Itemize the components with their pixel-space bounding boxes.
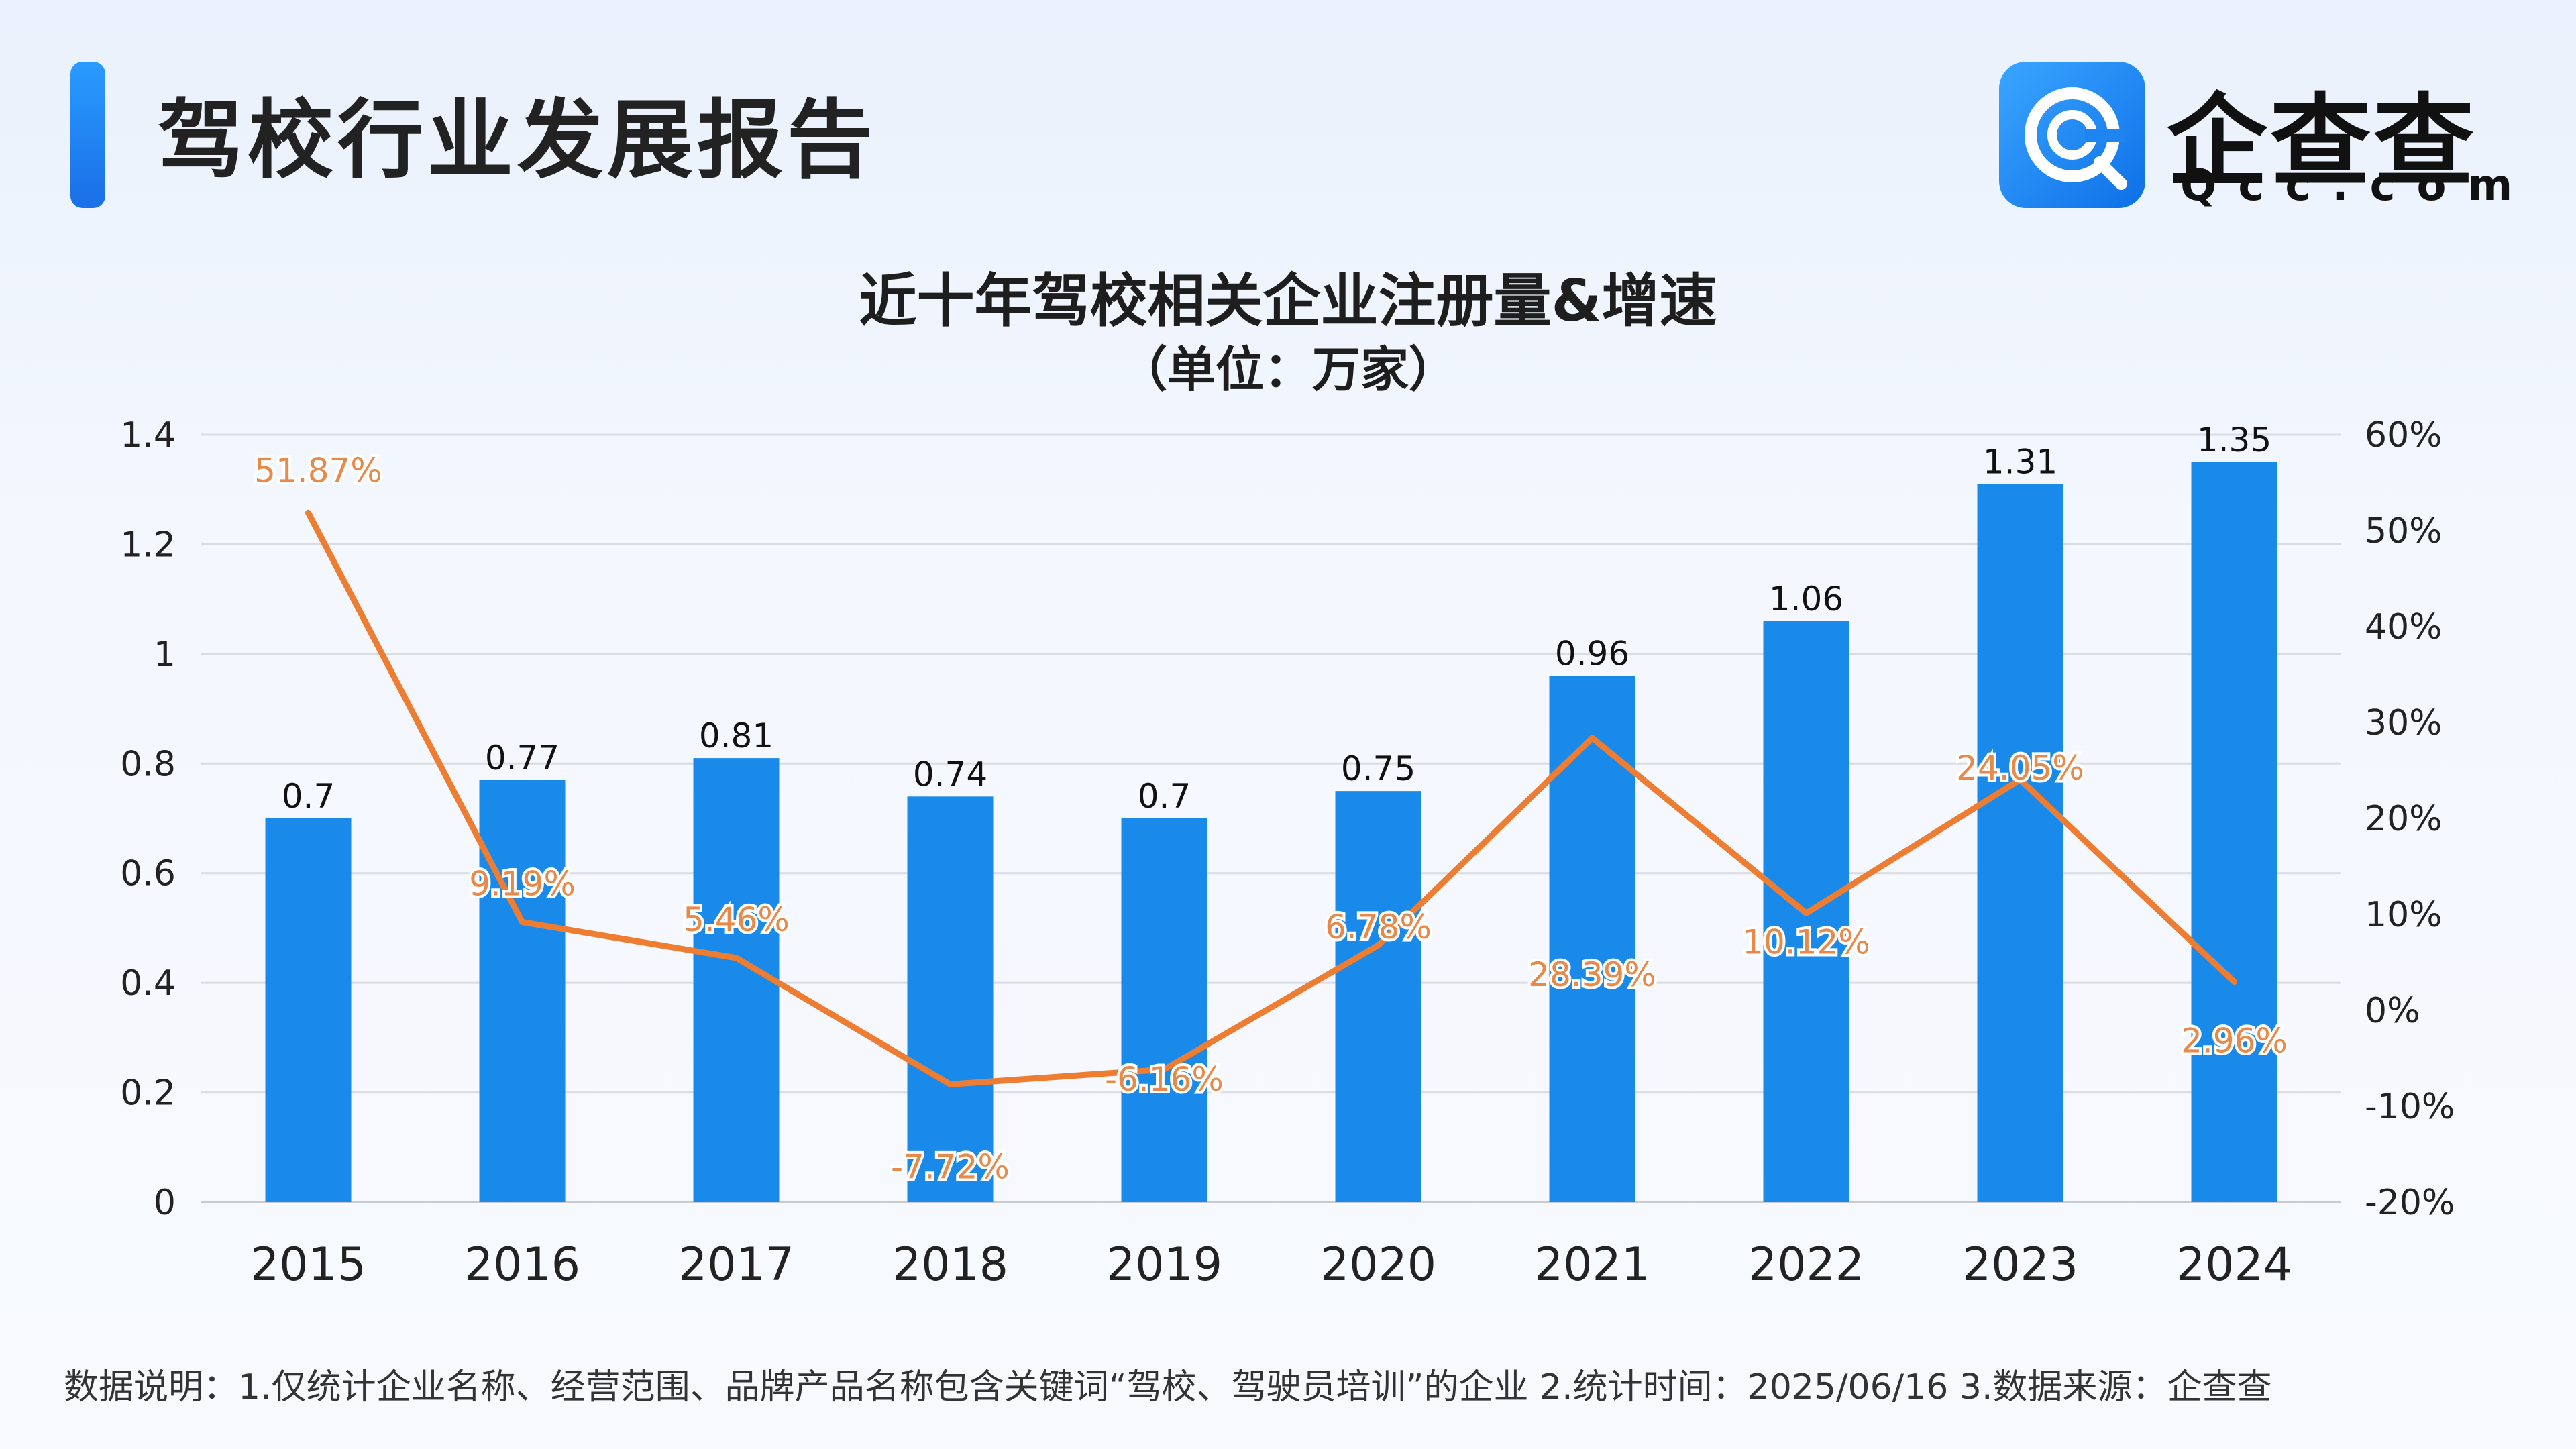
growth-value-label: 9.19% (469, 865, 576, 904)
y-right-tick-label: 50% (2365, 511, 2443, 551)
logo-domain: Qcc.com (2180, 161, 2534, 211)
growth-value-label: 2.96% (2181, 1022, 2288, 1061)
y-left-tick-label: 0 (154, 1183, 176, 1223)
x-tick-label: 2021 (1534, 1238, 1650, 1291)
y-left-tick-label: 0.2 (120, 1073, 176, 1114)
growth-value-label: 6.78% (1325, 908, 1432, 947)
y-left-tick-label: 1 (154, 635, 176, 675)
x-tick-label: 2022 (1748, 1238, 1864, 1291)
qcc-logo-icon (1999, 62, 2145, 208)
logo-name: 企查查 (2167, 84, 2477, 201)
bar-value-label: 1.06 (1769, 580, 1843, 619)
bar (2191, 462, 2277, 1202)
growth-value-label: -6.16% (1105, 1060, 1224, 1099)
y-right-tick-label: 20% (2365, 799, 2443, 839)
y-right-tick-label: 0% (2365, 991, 2420, 1031)
y-left-tick-label: 0.8 (120, 744, 176, 784)
y-right-tick-label: -10% (2365, 1087, 2455, 1127)
growth-line (305, 509, 2237, 1087)
x-tick-label: 2024 (2176, 1238, 2292, 1291)
bar-value-label: 1.35 (2197, 421, 2271, 460)
bar-value-label: 0.7 (282, 777, 335, 816)
bar-value-label: 1.31 (1983, 443, 2057, 482)
bar (907, 796, 994, 1202)
bar-value-label: 0.77 (485, 739, 559, 777)
bar (1977, 484, 2063, 1202)
bar-value-label: 0.74 (913, 755, 987, 794)
title-accent-bar (70, 62, 105, 208)
bar-value-label: 0.7 (1138, 777, 1191, 816)
y-right-tick-label: 10% (2365, 895, 2443, 935)
growth-value-label: 28.39% (1528, 955, 1656, 994)
bar (265, 818, 352, 1202)
bar-value-label: 0.96 (1555, 635, 1629, 674)
bar-value-label: 0.75 (1341, 749, 1415, 788)
bar-value-label: 0.81 (699, 716, 773, 755)
report-title: 驾校行业发展报告 (158, 91, 877, 191)
y-left-tick-label: 0.6 (120, 854, 176, 894)
y-right-tick-label: 40% (2365, 607, 2443, 647)
y-right-tick-label: 30% (2365, 703, 2443, 743)
x-tick-label: 2017 (678, 1238, 794, 1291)
footnote: 数据说明：1.仅统计企业名称、经营范围、品牌产品名称包含关键词“驾校、驾驶员培训… (64, 1367, 2272, 1407)
bar (1121, 818, 1208, 1202)
x-tick-label: 2018 (892, 1238, 1008, 1291)
growth-value-label: 10.12% (1742, 922, 1870, 961)
growth-value-label: 51.87% (254, 451, 382, 490)
chart-title: 近十年驾校相关企业注册量&增速 (859, 268, 1717, 335)
y-right-tick-label: -20% (2365, 1183, 2455, 1223)
growth-value-label: 24.05% (1956, 749, 2084, 788)
x-tick-label: 2015 (250, 1238, 366, 1291)
bar (693, 758, 780, 1202)
x-tick-label: 2020 (1320, 1238, 1436, 1291)
x-tick-label: 2019 (1106, 1238, 1222, 1291)
growth-value-label: 5.46% (683, 900, 790, 939)
bar (1549, 676, 1635, 1202)
growth-value-label: -7.72% (891, 1147, 1010, 1186)
y-left-tick-label: 1.4 (120, 415, 176, 455)
bar (1335, 791, 1421, 1202)
x-tick-label: 2023 (1962, 1238, 2078, 1291)
bar (479, 780, 566, 1202)
chart-subtitle: （单位：万家） (1118, 341, 1457, 398)
y-right-tick-label: 60% (2365, 415, 2443, 455)
y-left-tick-label: 0.4 (120, 963, 176, 1004)
x-tick-label: 2016 (464, 1238, 580, 1291)
y-left-tick-label: 1.2 (120, 525, 176, 565)
